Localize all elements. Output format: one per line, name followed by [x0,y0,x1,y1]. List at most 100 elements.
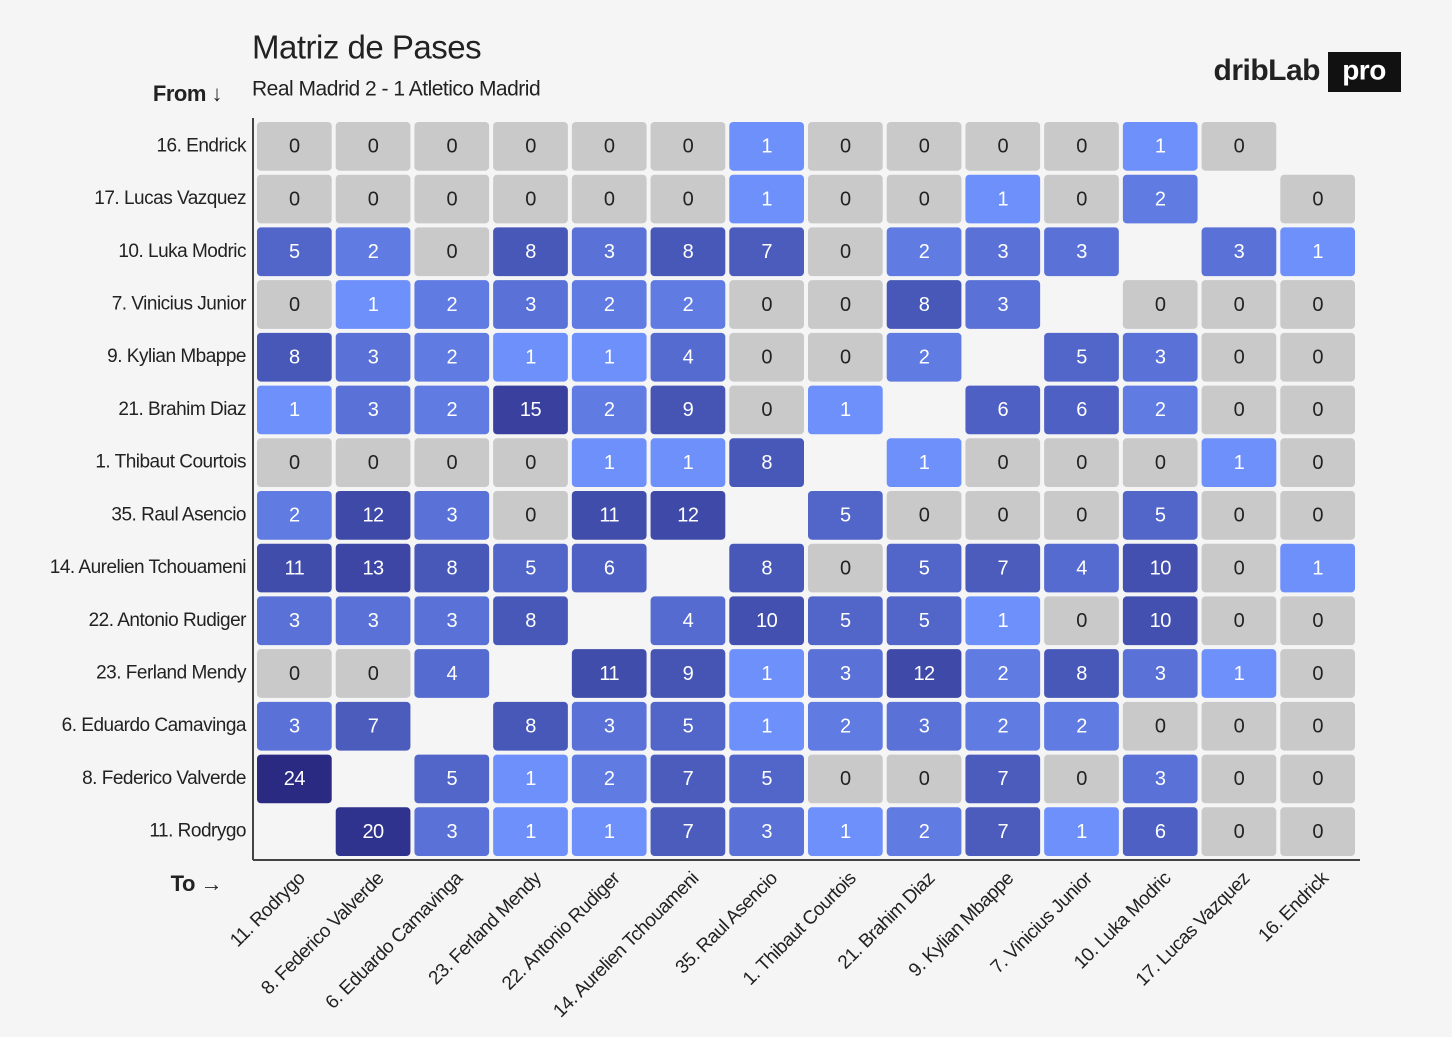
cell-value: 1 [604,821,615,843]
cell-value: 0 [1312,399,1323,421]
cell-value: 0 [840,346,851,368]
cell [729,649,804,698]
cell-value: 0 [919,768,930,790]
cell [571,543,647,593]
cell-value: 3 [1155,663,1166,685]
cell-value: 0 [840,136,851,158]
cell [729,332,804,382]
cell [414,438,490,487]
cell [808,543,883,593]
cell [1201,543,1277,593]
cell-value: 0 [840,241,851,263]
cell [808,491,883,540]
row-label: 6. Eduardo Camavinga [62,715,247,736]
cell [414,596,490,646]
row-label: 8. Federico Valverde [82,768,246,789]
cell [571,438,647,487]
row-label: 16. Endrick [156,135,247,156]
cell [493,701,568,751]
cell [571,280,647,329]
cell [414,332,490,382]
cell [1044,122,1119,171]
cell [886,596,962,646]
cell [335,807,411,856]
cell-value: 0 [997,452,1008,474]
cell [650,649,726,698]
cell [729,227,804,277]
cell [729,438,804,487]
cell [1122,491,1198,540]
cell-value: 1 [525,346,536,368]
cell-value: 5 [919,557,930,579]
cell-value: 1 [1234,663,1245,685]
cell-value: 0 [368,663,379,685]
cell [1122,122,1198,171]
cell-value: 0 [1234,610,1245,632]
cell [1044,543,1119,593]
cell [1044,227,1119,277]
cell [335,332,411,382]
cell [571,649,647,698]
cell [965,227,1041,277]
cell-value: 0 [919,188,930,210]
cell-value: 0 [1234,136,1245,158]
cell [335,122,411,171]
cell-value: 1 [840,821,851,843]
cell [493,596,568,646]
cell [808,649,883,698]
cell-value: 7 [683,821,694,843]
cell [571,332,647,382]
cell-value: 2 [446,346,457,368]
cell-value: 2 [840,715,851,737]
cell [1280,596,1355,646]
cell-value: 0 [1312,452,1323,474]
cell-value: 7 [997,768,1008,790]
cell-value: 0 [1312,505,1323,527]
cell [493,280,568,329]
cell-value: 5 [919,610,930,632]
cell-value: 1 [368,294,379,316]
cell [1201,438,1277,487]
cell-value: 0 [368,452,379,474]
cell [1201,701,1277,751]
cell [965,438,1041,487]
cell [493,385,568,435]
cell-value: 2 [919,821,930,843]
cell-value: 0 [604,136,615,158]
cell [808,807,883,856]
cell [965,807,1041,856]
cell [808,227,883,277]
cell [650,807,726,856]
cell [1122,174,1198,224]
cell [886,280,962,329]
cell-value: 11 [599,505,619,527]
cell [1280,491,1355,540]
cell-value: 1 [1155,136,1166,158]
cell [257,332,332,382]
cell [1044,438,1119,487]
cell [335,543,411,593]
cell [886,227,962,277]
cell [808,174,883,224]
cell-value: 0 [1076,136,1087,158]
cell-value: 1 [840,399,851,421]
cell-value: 0 [1234,557,1245,579]
cell [493,332,568,382]
cell-value: 7 [997,557,1008,579]
cell [1122,385,1198,435]
cell [650,332,726,382]
cell [1122,596,1198,646]
cell-value: 1 [761,715,772,737]
cell-value: 9 [683,663,694,685]
cell-value: 3 [997,241,1008,263]
cell [493,227,568,277]
cell-value: 0 [1312,346,1323,368]
cell [493,543,568,593]
cell-value: 2 [1155,188,1166,210]
cell [414,491,490,540]
cell [808,280,883,329]
cell-value: 2 [604,399,615,421]
row-label: 7. Vinicius Junior [112,294,247,315]
brand-badge-box [1328,52,1401,92]
cell-value: 2 [446,294,457,316]
